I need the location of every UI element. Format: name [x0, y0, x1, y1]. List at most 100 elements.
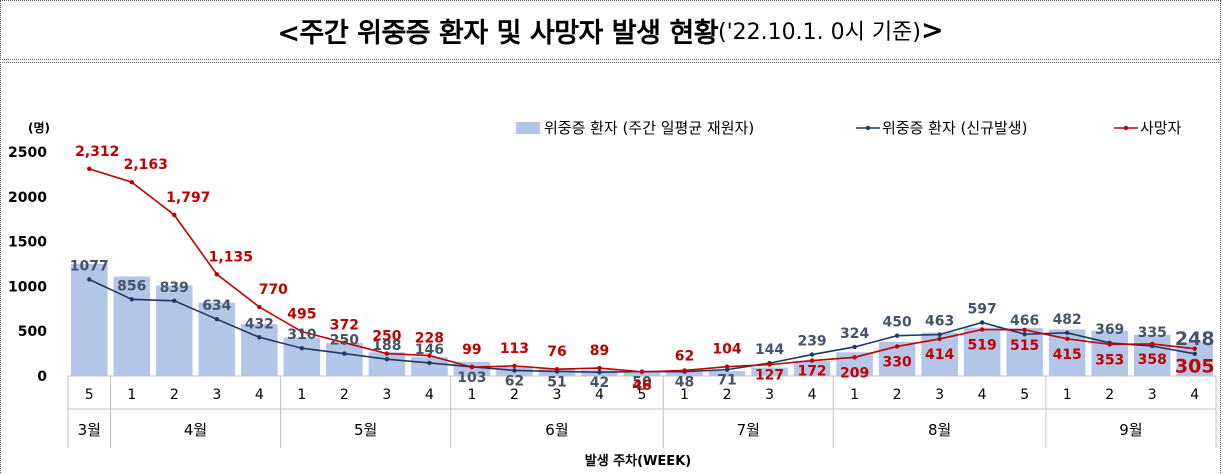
deaths-data-label: 2,163: [124, 157, 168, 173]
y-tick-label: 2500: [8, 145, 47, 161]
week-tick-label: 4: [595, 387, 604, 403]
deaths-point: [469, 364, 475, 370]
y-tick-label: 2000: [8, 190, 47, 206]
bar: [963, 327, 1001, 376]
severe-new-data-label: 248: [1175, 328, 1215, 350]
bar: [751, 367, 788, 376]
deaths-data-label: 209: [840, 365, 869, 381]
week-tick-label: 3: [553, 387, 562, 403]
severe-new-point: [299, 346, 305, 351]
deaths-point: [1150, 341, 1155, 347]
deaths-data-label: 353: [1095, 352, 1124, 368]
deaths-data-label: 515: [1010, 338, 1039, 354]
bar: [368, 352, 406, 376]
bar: [1091, 330, 1128, 376]
chart-area: (명) 0 500 1000 1500 2000 2500 1077 856 839 634 432 3…: [0, 62, 1221, 473]
severe-new-point: [852, 344, 857, 350]
deaths-data-label: 330: [882, 354, 911, 370]
deaths-data-label: 495: [287, 307, 316, 323]
bar: [283, 337, 321, 376]
bar: [666, 371, 703, 376]
month-label: 8월: [928, 421, 951, 439]
severe-new-data-label: 463: [925, 314, 954, 330]
deaths-data-label: 770: [259, 282, 288, 298]
severe-new-data-label: 48: [675, 375, 694, 391]
week-tick-label: 2: [340, 387, 349, 403]
week-tick-label: 5: [85, 387, 94, 403]
severe-new-data-label: 466: [1010, 313, 1039, 329]
deaths-data-label: 113: [500, 341, 529, 357]
deaths-point: [1192, 346, 1197, 351]
deaths-data-label: 1,135: [209, 249, 253, 265]
week-tick-label: 2: [510, 387, 519, 403]
deaths-data-label: 46: [632, 378, 651, 394]
severe-new-point: [979, 320, 985, 325]
week-tick-label: 4: [978, 387, 987, 403]
week-tick-label: 5: [638, 387, 647, 403]
deaths-point: [1022, 327, 1027, 333]
week-tick-label: 4: [1190, 387, 1199, 403]
deaths-data-label: 305: [1175, 356, 1215, 378]
legend-label-severe-new: 위중증 환자 (신규발생): [882, 119, 1027, 137]
deaths-data-label: 172: [797, 364, 826, 380]
severe-new-point: [257, 335, 262, 340]
week-tick-label: 1: [850, 387, 859, 403]
severe-new-data-label: 51: [547, 374, 566, 390]
deaths-point: [852, 355, 857, 360]
deaths-point: [87, 166, 92, 172]
severe-new-point: [172, 298, 177, 304]
week-tick-label: 5: [1020, 387, 1029, 403]
severe-new-point: [129, 297, 134, 302]
week-tick-label: 2: [893, 387, 902, 403]
deaths-point: [129, 179, 134, 185]
legend-label-bars: 위중증 환자 (주간 일평균 재원자): [544, 119, 754, 137]
severe-new-point: [342, 351, 347, 356]
deaths-point: [299, 329, 305, 334]
bar: [70, 264, 108, 376]
severe-new-point: [427, 360, 432, 366]
deaths-point: [682, 368, 687, 373]
deaths-data-label: 519: [968, 337, 997, 353]
deaths-data-label: 2,312: [75, 144, 119, 160]
week-tick-label: 3: [212, 387, 221, 403]
deaths-data-label: 228: [415, 331, 444, 347]
week-tick-label: 1: [467, 387, 476, 403]
month-label: 3월: [78, 421, 101, 439]
week-tick-label: 1: [127, 387, 136, 403]
deaths-point: [427, 353, 432, 358]
week-tick-label: 3: [765, 387, 774, 403]
severe-new-data-label: 310: [287, 327, 316, 343]
week-tick-label: 1: [680, 387, 689, 403]
severe-new-data-label: 144: [755, 342, 784, 358]
severe-new-data-label: 432: [245, 316, 274, 332]
month-label: 6월: [545, 421, 568, 439]
severe-new-data-label: 62: [505, 373, 524, 389]
bar: [793, 360, 831, 376]
severe-new-data-label: 369: [1095, 322, 1124, 338]
month-label: 9월: [1119, 421, 1142, 439]
severe-new-data-label: 839: [160, 280, 189, 296]
severe-new-data-label: 482: [1053, 312, 1082, 328]
chart-title-date: ('22.10.1. 0시 기준): [718, 20, 921, 45]
month-label: 5월: [354, 421, 377, 439]
severe-new-data-label: 50: [632, 375, 652, 391]
severe-new-data-label: 324: [840, 326, 869, 342]
deaths-point: [767, 362, 772, 367]
severe-new-data-label: 1077: [70, 259, 109, 275]
deaths-point: [724, 364, 730, 369]
deaths-data-label: 358: [1138, 352, 1167, 368]
week-tick-label: 4: [808, 387, 817, 403]
week-tick-label: 2: [170, 387, 179, 403]
chart-title-close: >: [920, 14, 944, 46]
deaths-point: [1107, 342, 1112, 347]
severe-new-point: [1192, 351, 1197, 356]
week-tick-label: 3: [935, 387, 944, 403]
y-unit-label: (명): [28, 121, 50, 135]
severe-new-data-label: 42: [590, 375, 609, 391]
deaths-point: [597, 365, 602, 371]
week-tick-label: 3: [382, 387, 391, 403]
x-axis-title: 발생 주차(WEEK): [585, 453, 691, 469]
deaths-data-label: 372: [330, 318, 359, 334]
severe-new-point: [937, 332, 942, 337]
